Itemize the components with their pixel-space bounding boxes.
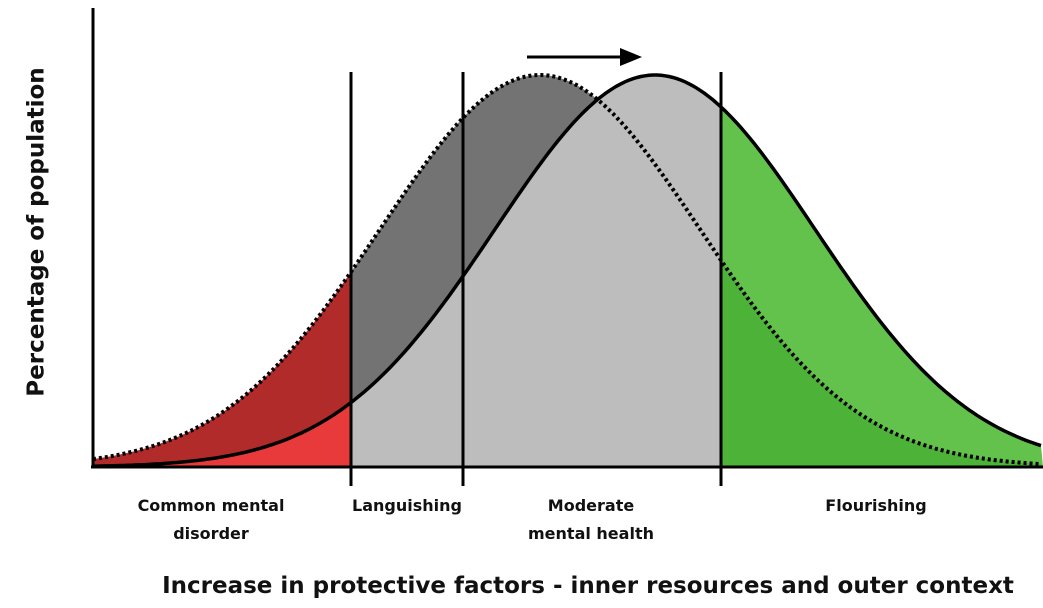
region-label: disorder xyxy=(173,524,249,543)
fill-gray xyxy=(351,75,721,467)
region-label: mental health xyxy=(528,524,654,543)
region-labels: Common mental disorder Languishing Moderate… xyxy=(138,496,927,543)
region-label: Languishing xyxy=(352,496,462,515)
y-axis-label: Percentage of population xyxy=(24,67,50,396)
fill-flourishing-dark xyxy=(721,260,1043,467)
shifted-curve xyxy=(92,73,1042,468)
fill-disorder-dark xyxy=(93,271,351,467)
region-label: Moderate xyxy=(548,496,635,515)
region-label: Flourishing xyxy=(825,496,926,515)
fill-disorder xyxy=(93,402,351,467)
curve-fills xyxy=(93,75,1043,467)
original-curve xyxy=(92,72,1042,467)
x-axis-label: Increase in protective factors - inner r… xyxy=(162,573,1014,599)
region-label: Common mental xyxy=(138,496,285,515)
shift-arrowhead xyxy=(620,48,642,66)
curves xyxy=(92,72,1042,468)
